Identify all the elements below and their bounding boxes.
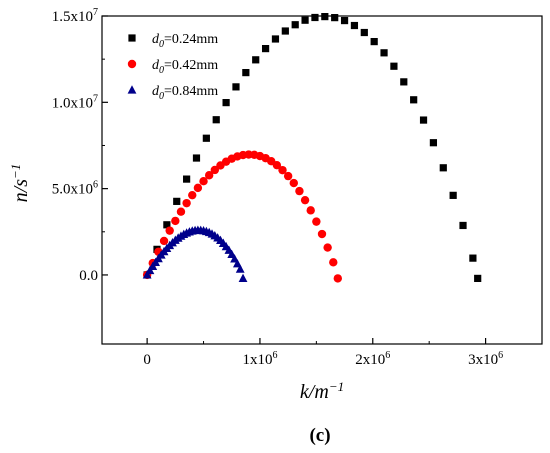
data-point: [142, 270, 152, 279]
tick-labels: 0 1x106 2x106 3x106 0.0 5.0x106 1.0x107 1.5x107: [52, 7, 503, 368]
data-point: [439, 164, 447, 172]
legend: d0=0.24mm d0=0.42mm d0=0.84mm: [127, 32, 218, 102]
data-point: [390, 62, 398, 70]
data-point: [238, 273, 248, 282]
data-marks: [142, 13, 482, 283]
legend-item: d0=0.24mm: [128, 32, 218, 50]
plot-frame: [101, 15, 543, 345]
data-point: [193, 183, 203, 193]
data-point: [222, 99, 230, 107]
data-point: [323, 243, 332, 252]
x-axis-label: k/m−1: [300, 379, 344, 403]
data-point: [350, 21, 359, 30]
data-point: [419, 116, 428, 124]
x-tick-label: 0: [143, 352, 151, 368]
data-point: [210, 165, 220, 175]
y-tick-label: 0.0: [79, 268, 98, 284]
data-point: [182, 198, 191, 208]
data-point: [235, 264, 245, 273]
data-point: [317, 229, 327, 239]
data-point: [192, 154, 201, 162]
data-point: [289, 178, 298, 188]
data-point: [333, 274, 342, 283]
data-point: [459, 221, 467, 230]
y-axis-label: n/s−1: [8, 164, 32, 203]
data-point: [469, 254, 477, 262]
data-point: [183, 175, 191, 183]
data-point: [278, 165, 287, 175]
legend-marker: [128, 34, 136, 42]
data-point: [199, 177, 208, 186]
data-point: [202, 134, 210, 142]
data-point: [232, 83, 240, 91]
data-point: [400, 78, 408, 86]
data-point: [272, 160, 282, 170]
data-point: [281, 27, 289, 35]
data-point: [171, 216, 180, 226]
data-point: [311, 13, 319, 22]
data-point: [380, 49, 388, 57]
data-point: [360, 28, 368, 37]
series-2: [142, 150, 342, 283]
series-1: [143, 13, 482, 282]
data-point: [340, 16, 349, 25]
x-tick-label: 1x106: [242, 350, 277, 368]
data-point: [474, 274, 482, 282]
data-point: [329, 258, 338, 267]
data-point: [163, 221, 171, 229]
data-point: [410, 96, 418, 104]
data-point: [291, 21, 299, 29]
series-3: [142, 225, 248, 282]
data-point: [331, 14, 339, 22]
data-point: [295, 186, 304, 196]
data-point: [173, 197, 181, 205]
data-point: [232, 259, 242, 268]
y-tick-label: 5.0x106: [52, 180, 98, 198]
data-point: [252, 56, 260, 64]
data-point: [306, 206, 315, 215]
data-point: [176, 207, 186, 216]
legend-label: d0=0.42mm: [152, 58, 218, 76]
data-point: [204, 171, 214, 180]
x-tick-label: 3x106: [468, 350, 503, 368]
data-point: [165, 226, 174, 235]
y-tick-label: 1.0x107: [52, 93, 98, 111]
panel-label: (c): [309, 425, 330, 446]
legend-label: d0=0.84mm: [152, 84, 218, 102]
data-point: [321, 13, 329, 21]
data-point: [370, 37, 378, 46]
x-tick-label: 2x106: [355, 350, 390, 368]
axes: [101, 15, 543, 345]
data-point: [261, 45, 270, 53]
y-tick-label: 1.5x107: [52, 7, 98, 25]
data-point: [159, 236, 169, 246]
data-point: [312, 217, 321, 226]
data-point: [449, 191, 457, 199]
data-point: [429, 139, 438, 147]
legend-item: d0=0.84mm: [127, 84, 218, 102]
legend-marker: [127, 59, 137, 69]
data-point: [271, 35, 280, 43]
legend-item: d0=0.42mm: [127, 58, 218, 76]
data-point: [300, 195, 310, 205]
data-point: [283, 171, 293, 181]
legend-label: d0=0.24mm: [152, 32, 218, 50]
data-point: [242, 68, 250, 77]
data-point: [301, 16, 309, 24]
legend-marker: [127, 85, 137, 94]
data-point: [188, 190, 197, 200]
data-point: [212, 116, 220, 124]
